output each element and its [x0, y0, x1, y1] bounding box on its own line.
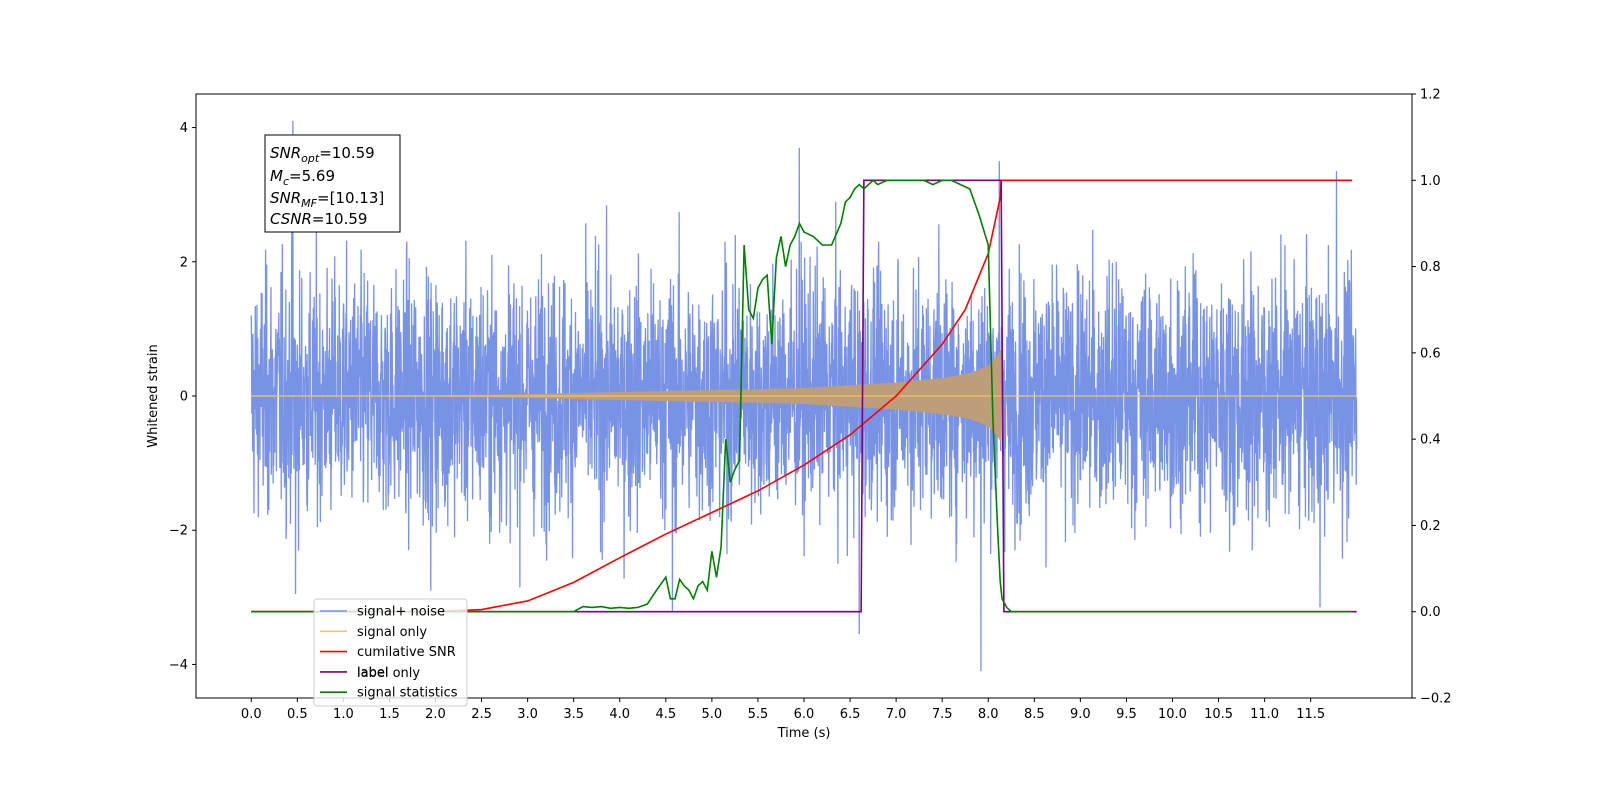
- y-tick-label-left: −2: [169, 524, 188, 539]
- csnr-symbol: CSNR: [270, 210, 312, 228]
- x-tick-label: 9.0: [1070, 707, 1091, 722]
- annotation-snr-mf: SNRMF=[10.13]: [270, 189, 384, 210]
- legend-label: cumilative SNR: [357, 645, 456, 660]
- snr-opt-value: =10.59: [319, 144, 375, 162]
- x-axis-title: Time (s): [777, 726, 831, 741]
- x-tick-label: 8.5: [1024, 707, 1045, 722]
- x-tick-label: 10.5: [1204, 707, 1233, 722]
- annotation-snr-opt: SNRopt=10.59: [270, 144, 375, 165]
- annotation-mc: Mc=5.69: [270, 167, 335, 188]
- y-tick-label-left: −4: [169, 658, 188, 673]
- x-tick-label: 4.5: [655, 707, 676, 722]
- y-tick-label-right: 0.6: [1420, 346, 1441, 361]
- series-signal-statistics: [251, 179, 1353, 613]
- x-tick-label: 5.0: [702, 707, 723, 722]
- legend: label only signal+ noise signal only cumila…: [313, 598, 468, 707]
- mc-value: =5.69: [289, 167, 335, 185]
- y-tick-label-right: −0.2: [1420, 692, 1452, 707]
- x-tick-label: 1.5: [379, 707, 400, 722]
- annotation-csnr: CSNR=10.59: [270, 210, 367, 228]
- x-tick-label: 5.5: [748, 707, 769, 722]
- series-layer: [250, 120, 1358, 672]
- y-axis-title: Whitened strain: [146, 344, 161, 447]
- series-signal-plus-noise: [250, 120, 1358, 672]
- x-tick-label: 7.5: [932, 707, 953, 722]
- mc-symbol: M: [270, 167, 283, 185]
- legend-frame: [313, 598, 468, 707]
- y-tick-label-right: 1.2: [1420, 88, 1441, 103]
- x-tick-label: 9.5: [1116, 707, 1137, 722]
- y-tick-label-left: 2: [180, 255, 188, 270]
- annotation-box: SNRopt=10.59 Mc=5.69 SNRMF=[10.13] CSNR=…: [264, 134, 401, 233]
- axes-layer: 0.0 0.5 1.0 1.5 2.0 2.5 3.0 3.5 4.0 4.5 5.0 5.5 6.0 6…: [169, 88, 1452, 723]
- y-tick-label-right: 1.0: [1420, 174, 1441, 189]
- y-tick-label-right: 0.2: [1420, 519, 1441, 534]
- x-tick-label: 3.5: [563, 707, 584, 722]
- x-tick-label: 11.0: [1250, 707, 1279, 722]
- y-tick-label-right: 0.8: [1420, 260, 1441, 275]
- x-tick-label: 0.0: [241, 707, 262, 722]
- legend-label: signal statistics: [357, 686, 458, 701]
- annotation-frame: [264, 134, 401, 233]
- legend-hidden-text: label only: [357, 666, 420, 681]
- y-tick-label-right: 0.0: [1420, 605, 1441, 620]
- x-tick-label: 11.5: [1296, 707, 1325, 722]
- y-tick-label-left: 4: [180, 121, 188, 136]
- series-cumulative-snr: [251, 179, 1353, 613]
- snr-opt-subscript: opt: [301, 152, 320, 165]
- x-tick-label: 3.0: [517, 707, 538, 722]
- snr-opt-symbol: SNR: [270, 144, 301, 162]
- x-tick-label: 2.5: [471, 707, 492, 722]
- x-tick-label: 6.5: [840, 707, 861, 722]
- legend-label: signal+ noise: [357, 605, 445, 620]
- legend-label: label: [357, 665, 388, 680]
- legend-label: signal only: [357, 625, 427, 640]
- csnr-value: =10.59: [312, 210, 368, 228]
- snr-mf-symbol: SNR: [270, 189, 301, 207]
- x-tick-label: 6.0: [794, 707, 815, 722]
- snr-mf-subscript: MF: [301, 197, 317, 210]
- x-tick-label: 2.0: [425, 707, 446, 722]
- x-tick-label: 10.0: [1158, 707, 1187, 722]
- snr-mf-value: =[10.13]: [317, 189, 384, 207]
- x-tick-label: 8.0: [978, 707, 999, 722]
- y-tick-label-left: 0: [180, 390, 188, 405]
- x-tick-label: 1.0: [333, 707, 354, 722]
- x-tick-label: 4.0: [609, 707, 630, 722]
- mc-subscript: c: [283, 175, 289, 188]
- x-tick-label: 7.0: [886, 707, 907, 722]
- x-tick-label: 0.5: [287, 707, 308, 722]
- y-tick-label-right: 0.4: [1420, 433, 1441, 448]
